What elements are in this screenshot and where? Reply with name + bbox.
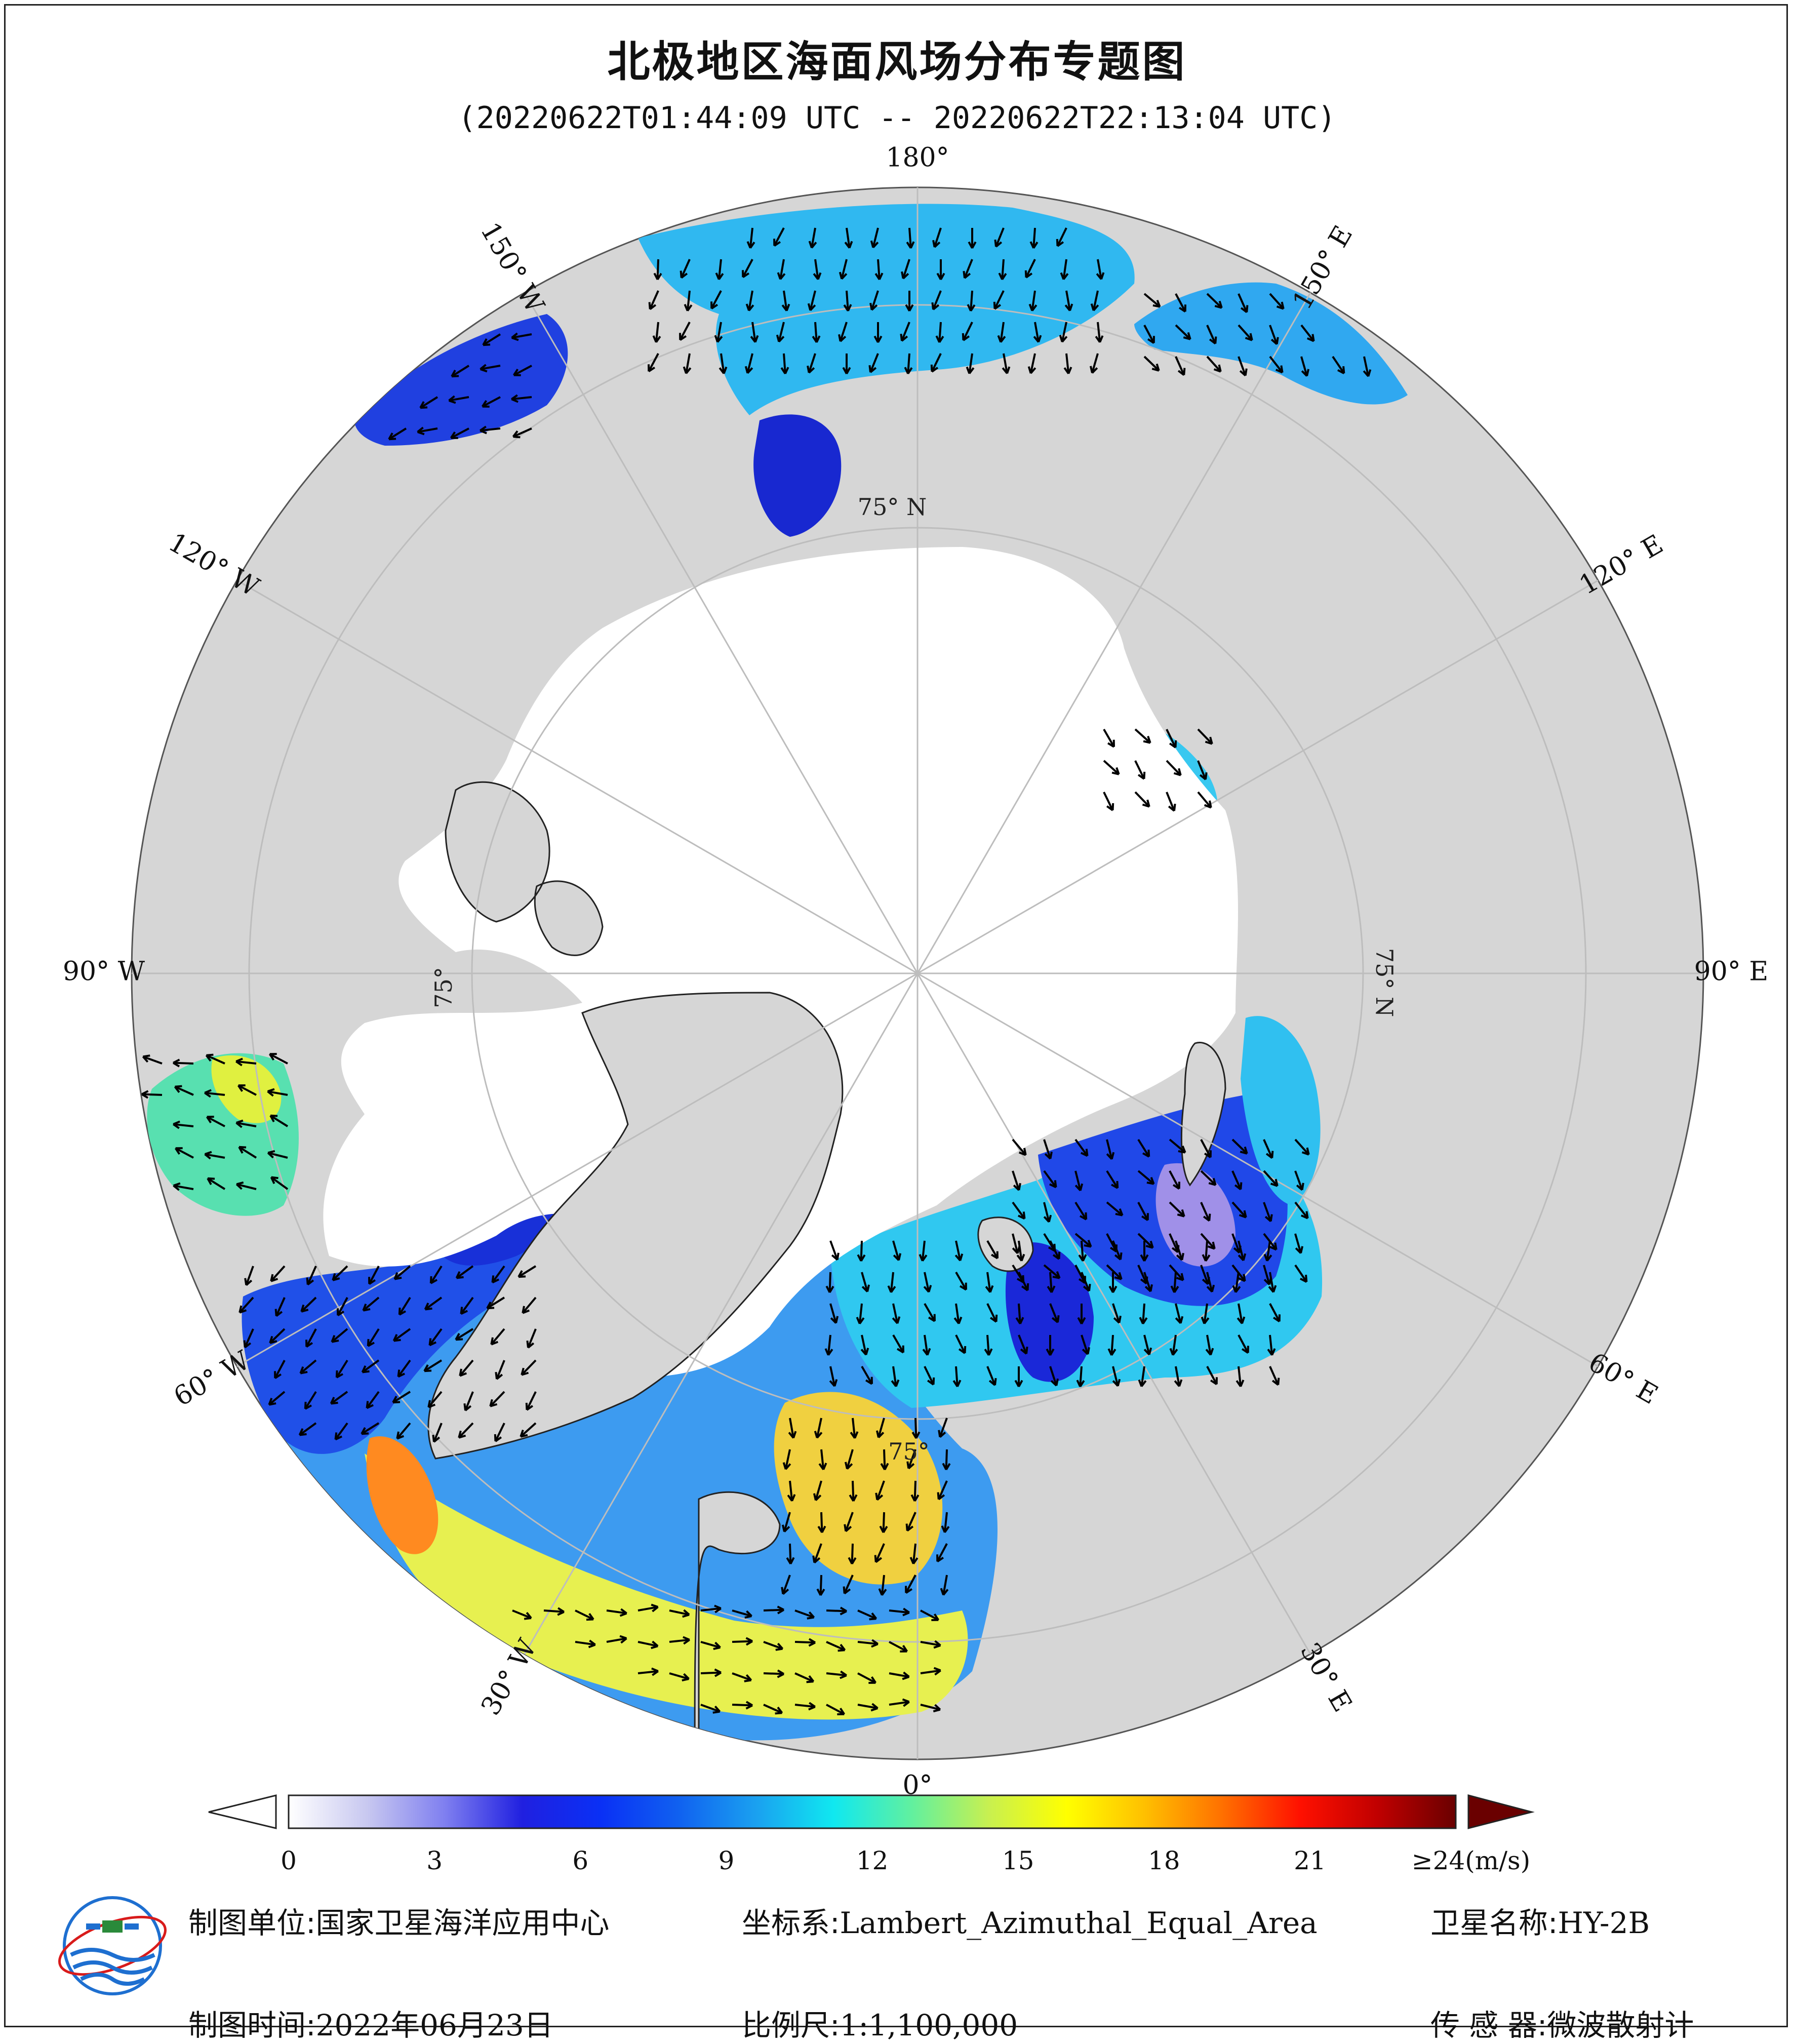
latitude-label: 75° <box>888 1438 930 1465</box>
longitude-label: 30° E <box>1294 1637 1358 1717</box>
longitude-label: 60° E <box>1583 1347 1663 1410</box>
footer-coord: 坐标系:Lambert_Azimuthal_Equal_Area <box>742 1899 1318 1942</box>
footer-unit: 制图单位:国家卫星海洋应用中心 <box>188 1899 610 1942</box>
footer-sensor: 传 感 器:微波散射计 <box>1430 2001 1694 2044</box>
colorbar-tick-label: 12 <box>856 1846 889 1875</box>
longitude-label: 90° W <box>63 957 145 987</box>
colorbar-min-arrow <box>209 1795 276 1828</box>
latitude-label: 75° N <box>1371 948 1398 1017</box>
footer-sensor-label: 传 感 器: <box>1430 2008 1547 2042</box>
footer-date-label: 制图时间: <box>188 2008 316 2042</box>
colorbar-max-arrow <box>1468 1795 1532 1828</box>
longitude-label: 60° W <box>169 1345 255 1412</box>
colorbar-tick-label: 18 <box>1148 1846 1180 1875</box>
footer-satellite-value: HY-2B <box>1558 1906 1650 1940</box>
footer-sensor-value: 微波散射计 <box>1547 2008 1694 2042</box>
footer-scale-label: 比例尺: <box>742 2008 840 2042</box>
footer-satellite: 卫星名称:HY-2B <box>1430 1899 1650 1942</box>
footer-date-value: 2022年06月23日 <box>316 2008 553 2042</box>
footer-satellite-label: 卫星名称: <box>1430 1906 1558 1940</box>
colorbar-scale <box>289 1795 1456 1828</box>
colorbar-tick-label: 9 <box>718 1846 734 1875</box>
longitude-label: 180° <box>886 143 949 173</box>
colorbar-unit-label: ≥24(m/s) <box>1412 1846 1530 1875</box>
colorbar <box>209 1795 1532 1828</box>
footer-scale: 比例尺:1:1,100,000 <box>742 2001 1018 2044</box>
footer-unit-value: 国家卫星海洋应用中心 <box>316 1906 610 1940</box>
footer-scale-value: 1:1,100,000 <box>840 2008 1018 2042</box>
colorbar-tick-label: 3 <box>426 1846 443 1875</box>
nsoas-logo <box>56 1889 170 2003</box>
latitude-label: 75° <box>430 967 457 1008</box>
colorbar-tick-label: 6 <box>572 1846 588 1875</box>
colorbar-tick-label: 21 <box>1294 1846 1326 1875</box>
footer-unit-label: 制图单位: <box>188 1906 316 1940</box>
longitude-label: 30° W <box>475 1634 543 1720</box>
colorbar-tick-label: 0 <box>281 1846 297 1875</box>
longitude-label: 90° E <box>1694 957 1769 987</box>
colorbar-tick-label: 15 <box>1002 1846 1034 1875</box>
footer-coord-value: Lambert_Azimuthal_Equal_Area <box>840 1906 1318 1940</box>
latitude-label: 75° N <box>858 493 927 521</box>
footer-coord-label: 坐标系: <box>742 1906 840 1940</box>
footer-date: 制图时间:2022年06月23日 <box>188 2001 553 2044</box>
